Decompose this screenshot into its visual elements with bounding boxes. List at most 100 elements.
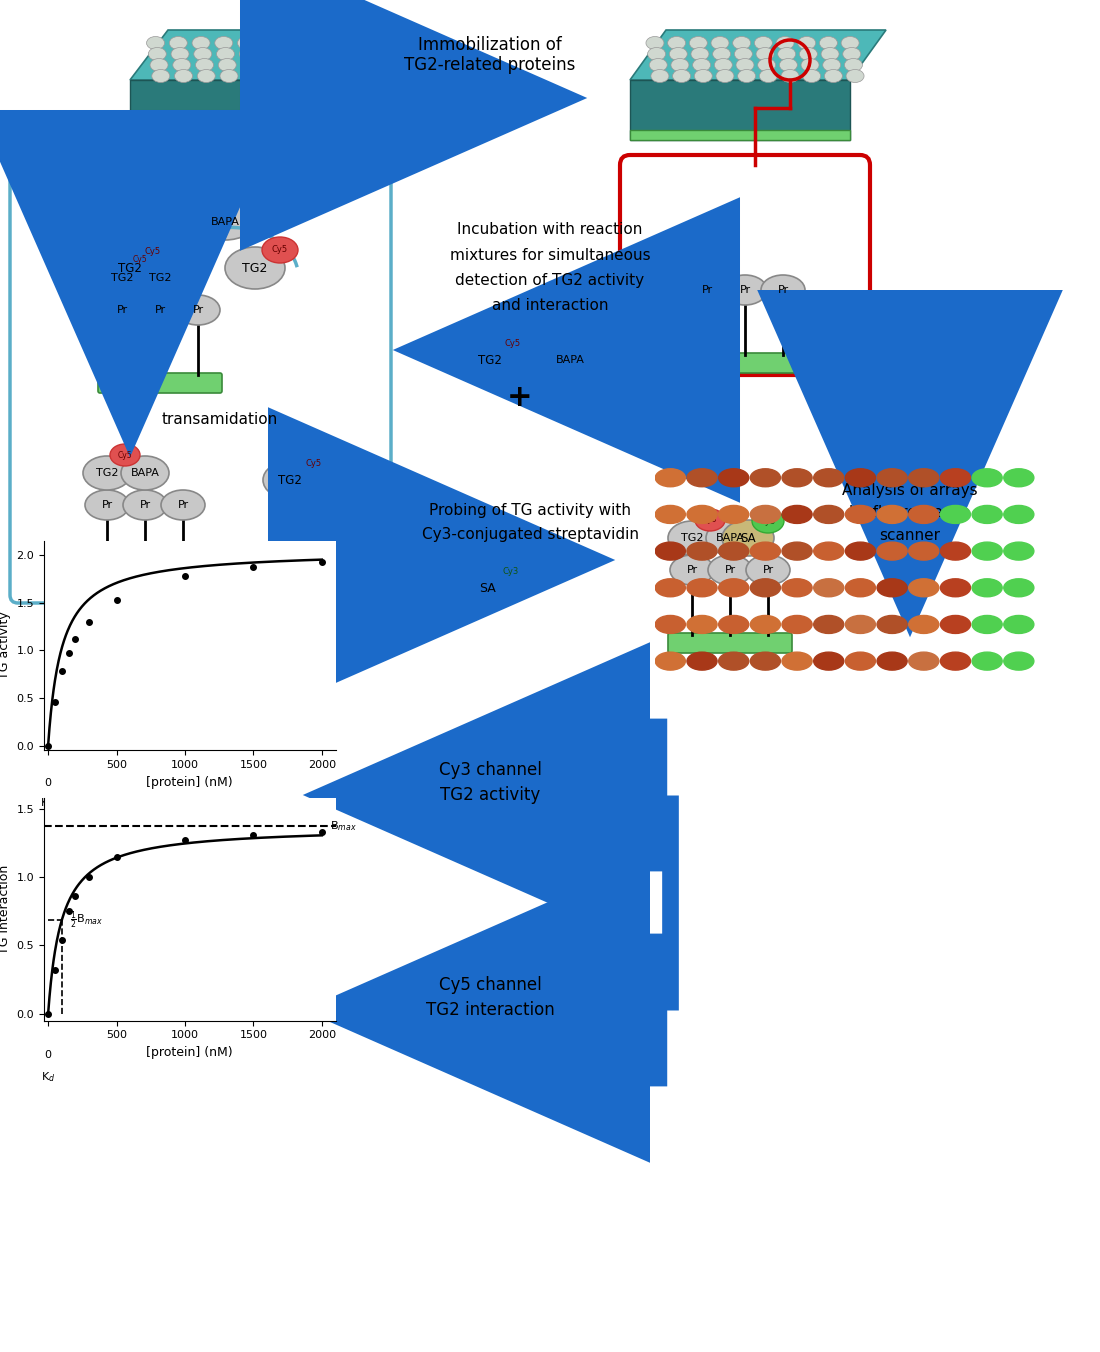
Circle shape xyxy=(909,542,938,560)
Ellipse shape xyxy=(714,58,733,72)
Ellipse shape xyxy=(736,58,754,72)
Text: Cy3: Cy3 xyxy=(760,516,777,526)
Ellipse shape xyxy=(495,558,527,583)
Ellipse shape xyxy=(821,47,839,61)
Circle shape xyxy=(877,506,908,523)
Circle shape xyxy=(972,579,1002,596)
FancyBboxPatch shape xyxy=(620,155,870,375)
Ellipse shape xyxy=(311,69,329,82)
Ellipse shape xyxy=(123,489,167,521)
FancyBboxPatch shape xyxy=(10,168,390,603)
Circle shape xyxy=(909,579,938,596)
Circle shape xyxy=(688,579,717,596)
Ellipse shape xyxy=(82,456,131,489)
Circle shape xyxy=(1004,542,1034,560)
Ellipse shape xyxy=(220,69,238,82)
Ellipse shape xyxy=(217,47,234,61)
Text: $\frac{1}{2}$B$_{max}$: $\frac{1}{2}$B$_{max}$ xyxy=(70,910,103,932)
Text: scanner: scanner xyxy=(880,529,940,544)
Ellipse shape xyxy=(262,47,280,61)
Polygon shape xyxy=(130,80,360,141)
Text: 0: 0 xyxy=(45,777,52,788)
Text: +: + xyxy=(507,384,532,412)
Ellipse shape xyxy=(100,295,144,324)
Ellipse shape xyxy=(285,47,303,61)
Text: TG2 interaction: TG2 interaction xyxy=(426,1000,554,1019)
Text: K$_d$: K$_d$ xyxy=(41,1069,55,1084)
Circle shape xyxy=(846,615,876,634)
Text: Pr: Pr xyxy=(140,500,151,510)
Ellipse shape xyxy=(148,47,166,61)
Ellipse shape xyxy=(668,521,716,556)
Text: Pr: Pr xyxy=(686,565,697,575)
Ellipse shape xyxy=(239,47,257,61)
Circle shape xyxy=(656,579,685,596)
Text: detection of TG2 activity: detection of TG2 activity xyxy=(455,273,645,288)
Text: Pr: Pr xyxy=(762,565,773,575)
Y-axis label: TG activity: TG activity xyxy=(0,611,11,680)
Ellipse shape xyxy=(648,47,666,61)
Ellipse shape xyxy=(735,47,752,61)
Circle shape xyxy=(688,506,717,523)
Ellipse shape xyxy=(761,274,805,306)
Circle shape xyxy=(782,615,812,634)
FancyBboxPatch shape xyxy=(668,633,792,653)
Text: transamidation: transamidation xyxy=(162,412,278,427)
Ellipse shape xyxy=(781,69,799,82)
Text: Incubation with reaction: Incubation with reaction xyxy=(458,223,642,238)
Ellipse shape xyxy=(823,58,840,72)
Ellipse shape xyxy=(196,58,213,72)
Circle shape xyxy=(750,652,780,671)
Ellipse shape xyxy=(238,37,255,50)
Polygon shape xyxy=(630,80,850,141)
Ellipse shape xyxy=(746,556,790,585)
Ellipse shape xyxy=(670,556,714,585)
Ellipse shape xyxy=(695,508,725,531)
Ellipse shape xyxy=(262,237,298,264)
FancyBboxPatch shape xyxy=(98,373,222,393)
FancyBboxPatch shape xyxy=(82,568,207,588)
Ellipse shape xyxy=(800,47,817,61)
Ellipse shape xyxy=(226,247,285,289)
Ellipse shape xyxy=(759,69,778,82)
Circle shape xyxy=(688,542,717,560)
Text: Pr: Pr xyxy=(725,565,736,575)
Ellipse shape xyxy=(264,58,282,72)
Circle shape xyxy=(718,615,749,634)
Ellipse shape xyxy=(668,37,685,50)
Polygon shape xyxy=(630,130,850,141)
Circle shape xyxy=(814,579,844,596)
Text: SA: SA xyxy=(480,581,496,595)
Ellipse shape xyxy=(651,69,669,82)
Ellipse shape xyxy=(706,521,754,556)
X-axis label: [protein] (nM): [protein] (nM) xyxy=(146,1046,233,1059)
Text: BAPA: BAPA xyxy=(556,356,584,365)
Ellipse shape xyxy=(542,342,598,379)
Ellipse shape xyxy=(758,58,776,72)
Text: TG2: TG2 xyxy=(478,353,502,366)
Ellipse shape xyxy=(214,37,233,50)
Ellipse shape xyxy=(690,37,707,50)
Ellipse shape xyxy=(173,58,190,72)
Y-axis label: TG interaction: TG interaction xyxy=(0,864,11,955)
Ellipse shape xyxy=(777,37,794,50)
Ellipse shape xyxy=(691,47,710,61)
Text: Cy3: Cy3 xyxy=(503,566,519,576)
Text: Pr: Pr xyxy=(739,285,750,295)
Circle shape xyxy=(718,469,749,487)
Circle shape xyxy=(814,469,844,487)
Ellipse shape xyxy=(197,69,216,82)
Circle shape xyxy=(1004,469,1034,487)
Ellipse shape xyxy=(694,69,713,82)
Circle shape xyxy=(782,542,812,560)
Ellipse shape xyxy=(672,69,691,82)
X-axis label: [protein] (nM): [protein] (nM) xyxy=(146,776,233,788)
Circle shape xyxy=(1004,506,1034,523)
Circle shape xyxy=(782,579,812,596)
Circle shape xyxy=(750,542,780,560)
Ellipse shape xyxy=(803,69,821,82)
Circle shape xyxy=(972,469,1002,487)
Ellipse shape xyxy=(820,37,837,50)
Ellipse shape xyxy=(138,241,169,264)
Text: K$_m$: K$_m$ xyxy=(40,796,56,810)
